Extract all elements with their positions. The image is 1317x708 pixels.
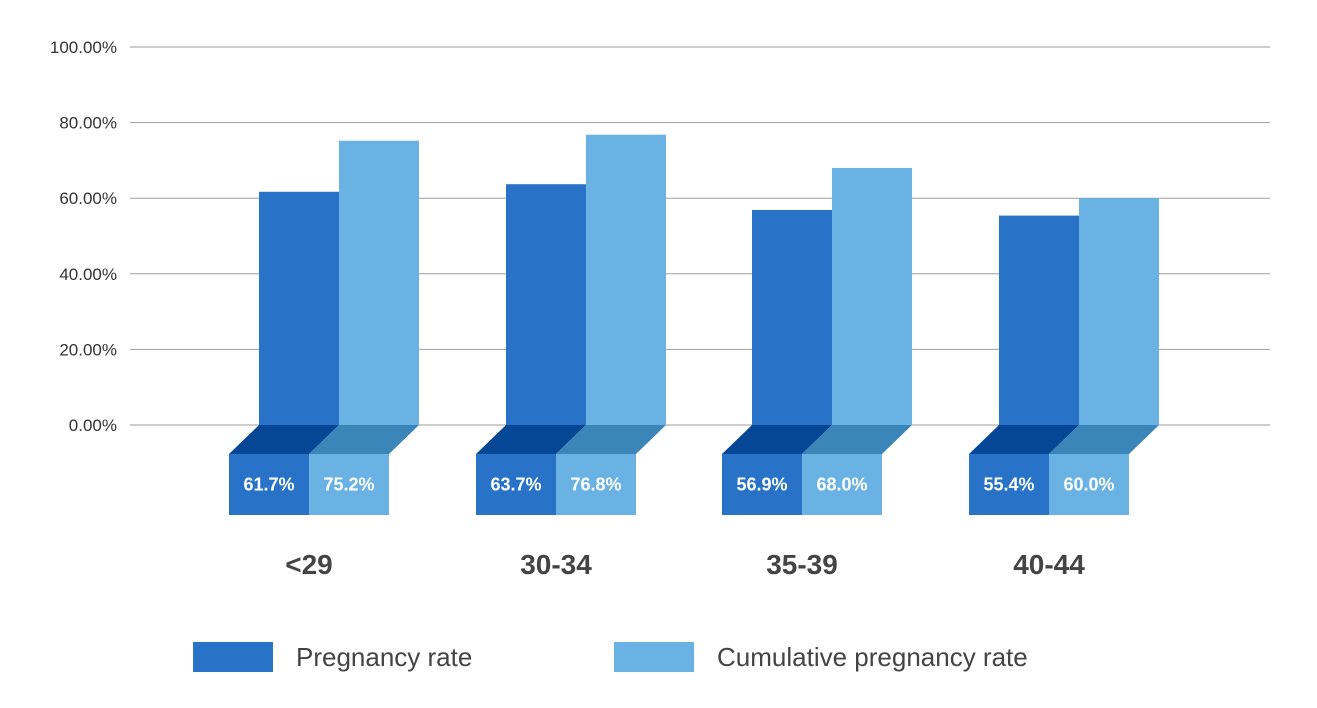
bar-base-front <box>556 454 636 515</box>
legend-label: Pregnancy rate <box>296 642 472 672</box>
bar-base-front <box>229 454 309 515</box>
bar-base-top <box>556 425 666 454</box>
legend-swatch <box>193 642 273 672</box>
bar-pregnancy-rate <box>506 184 586 425</box>
data-label: 55.4% <box>983 475 1034 495</box>
bar-base-top <box>1049 425 1159 454</box>
bar-pregnancy-rate <box>752 209 832 425</box>
category-labels: <29 30-34 35-39 40-44 <box>285 549 1085 580</box>
legend-item-pregnancy-rate: Pregnancy rate <box>193 642 472 672</box>
bar-cumulative-pregnancy-rate <box>1079 198 1159 425</box>
category-label: 30-34 <box>520 549 592 580</box>
y-axis-ticks: 100.00% 80.00% 60.00% 40.00% 20.00% 0.00% <box>50 38 117 435</box>
bar-pregnancy-rate <box>259 191 339 425</box>
bar-base-front <box>309 454 389 515</box>
bar-base-front <box>722 454 802 515</box>
legend-swatch <box>614 642 694 672</box>
bar-pregnancy-rate <box>999 215 1079 425</box>
data-label: 56.9% <box>736 475 787 495</box>
bar-base-top <box>309 425 419 454</box>
bar-base-top <box>969 425 1079 454</box>
data-label: 68.0% <box>816 475 867 495</box>
bar-cumulative-pregnancy-rate <box>586 134 666 426</box>
y-tick-label: 100.00% <box>50 38 117 57</box>
category-label: 40-44 <box>1013 549 1085 580</box>
data-label: 75.2% <box>323 475 374 495</box>
value-label-blocks: 61.7% 75.2% 63.7% 76.8% 56.9% 68.0% 55.4% 60.0% <box>229 425 1159 515</box>
bars <box>259 134 1159 426</box>
bar-base-top <box>476 425 586 454</box>
category-label: <29 <box>285 549 333 580</box>
category-label: 35-39 <box>766 549 838 580</box>
legend: Pregnancy rate Cumulative pregnancy rate <box>193 642 1028 672</box>
bar-base-top <box>802 425 912 454</box>
bar-base-top <box>229 425 339 454</box>
data-label: 61.7% <box>243 475 294 495</box>
y-tick-label: 40.00% <box>59 265 117 284</box>
bar-base-front <box>802 454 882 515</box>
legend-label: Cumulative pregnancy rate <box>717 642 1028 672</box>
y-tick-label: 20.00% <box>59 340 117 359</box>
bar-base-front <box>1049 454 1129 515</box>
data-label: 63.7% <box>490 475 541 495</box>
data-label: 76.8% <box>570 475 621 495</box>
data-label: 60.0% <box>1063 475 1114 495</box>
y-tick-label: 0.00% <box>69 416 117 435</box>
legend-item-cumulative-pregnancy-rate: Cumulative pregnancy rate <box>614 642 1028 672</box>
y-tick-label: 80.00% <box>59 114 117 133</box>
y-tick-label: 60.00% <box>59 189 117 208</box>
bar-cumulative-pregnancy-rate <box>339 140 419 425</box>
bar-base-front <box>476 454 556 515</box>
bar-base-top <box>722 425 832 454</box>
bar-base-front <box>969 454 1049 515</box>
bar-cumulative-pregnancy-rate <box>832 167 912 425</box>
